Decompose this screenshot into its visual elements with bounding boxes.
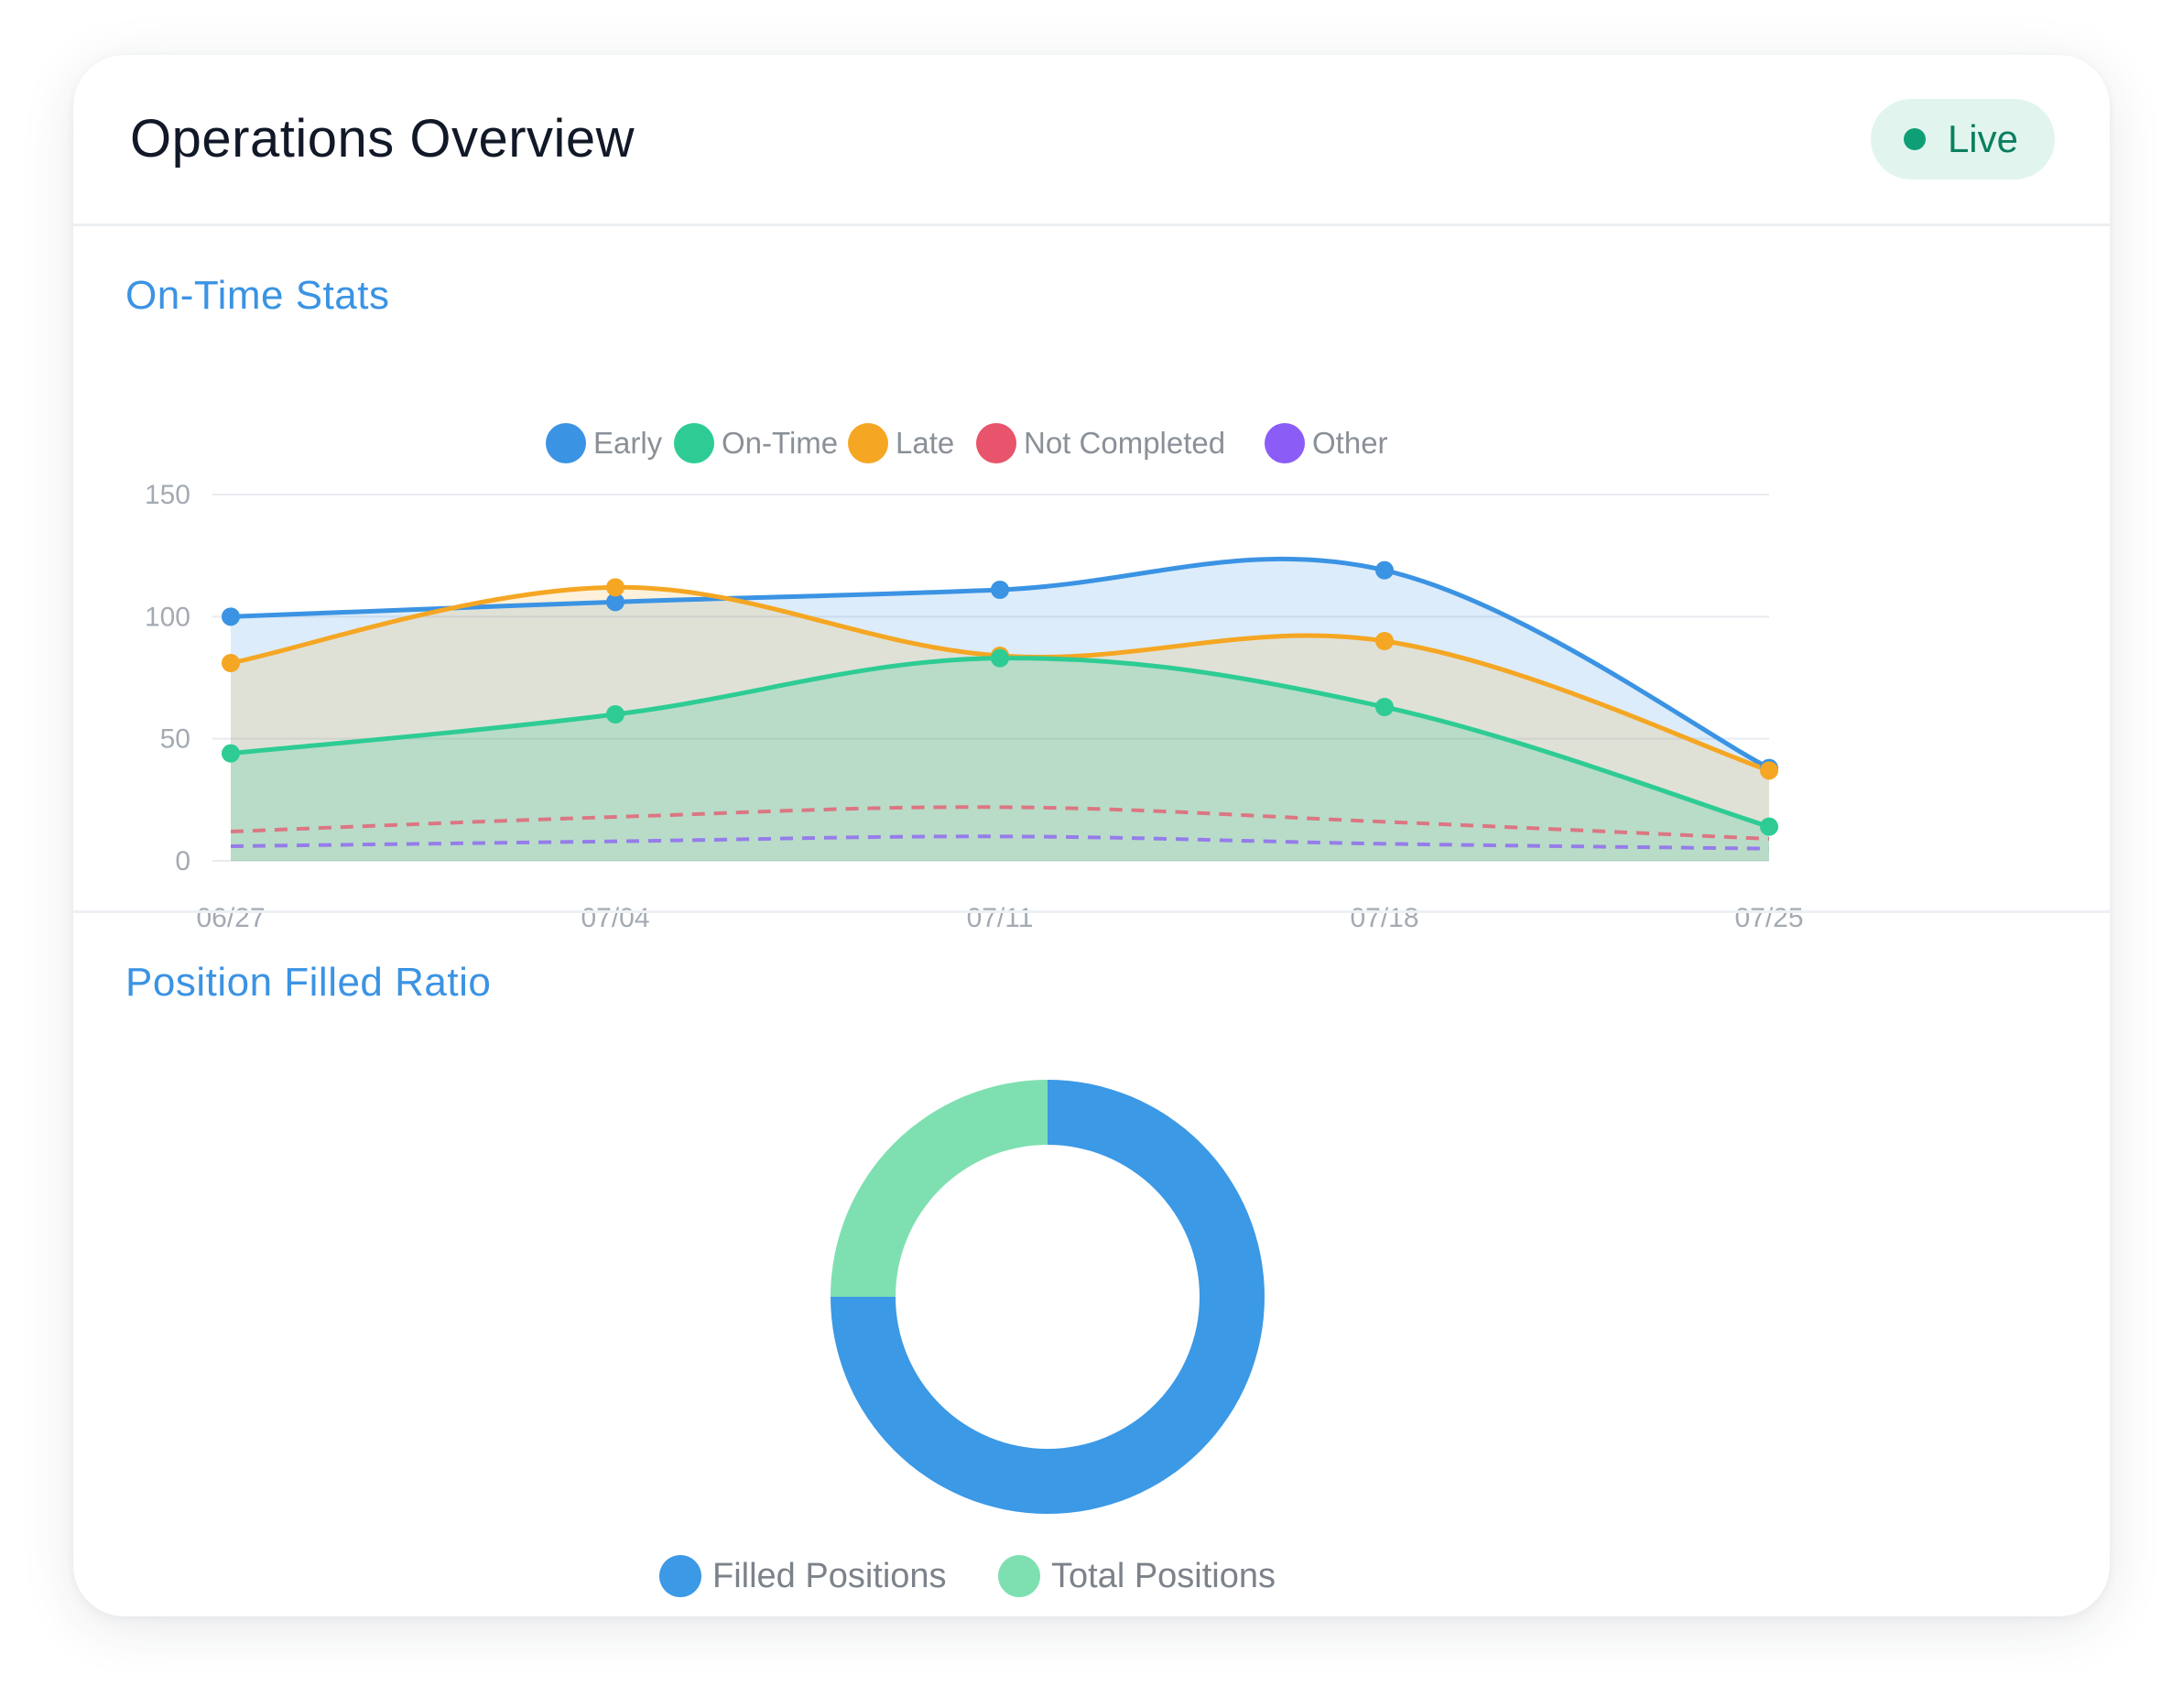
donut-slice-total-positions[interactable]: [831, 1080, 1048, 1297]
point-early[interactable]: [606, 593, 624, 612]
position-filled-ratio-title: Position Filled Ratio: [125, 960, 492, 1005]
point-late[interactable]: [222, 654, 240, 672]
point-early[interactable]: [1375, 560, 1394, 580]
area-late: [231, 587, 1769, 861]
x-tick-label: 06/27: [196, 903, 265, 933]
x-tick-label: 07/25: [1734, 903, 1803, 933]
page-title: Operations Overview: [130, 109, 635, 169]
legend-item-other[interactable]: Other: [1265, 423, 1388, 463]
legend-label-not-completed: Not Completed: [1024, 426, 1225, 460]
live-status-text: Live: [1947, 117, 2018, 160]
legend-swatch-early: [546, 423, 586, 463]
donut-slice-filled-positions[interactable]: [831, 1080, 1265, 1514]
point-early[interactable]: [222, 607, 240, 626]
legend-swatch-not-completed: [976, 423, 1016, 463]
point-early[interactable]: [991, 581, 1009, 599]
line-not-completed: [230, 805, 1770, 841]
live-status-badge: Live: [1870, 99, 2055, 180]
section-divider: [73, 910, 2110, 913]
y-tick-label: 100: [145, 602, 190, 632]
point-on-time[interactable]: [606, 705, 624, 723]
x-tick-label: 07/18: [1350, 903, 1418, 933]
y-tick-label: 150: [145, 480, 190, 510]
line-other: [230, 834, 1770, 851]
legend-item-late[interactable]: Late: [848, 423, 954, 463]
position-filled-ratio-chart: Filled Positions Total Positions: [659, 1080, 1276, 1597]
legend-item-filled-positions[interactable]: Filled Positions: [659, 1555, 947, 1597]
ontime-stats-title: On-Time Stats: [125, 273, 390, 318]
legend-item-on-time[interactable]: On-Time: [674, 423, 838, 463]
legend-item-total-positions[interactable]: Total Positions: [998, 1555, 1276, 1597]
legend-label-on-time: On-Time: [722, 426, 838, 460]
operations-card: Operations Overview Live On-Time Stats E…: [73, 55, 2110, 1616]
point-late[interactable]: [1760, 761, 1778, 780]
point-on-time[interactable]: [991, 648, 1009, 668]
legend-label-total-positions: Total Positions: [1051, 1557, 1276, 1595]
legend-label-other: Other: [1312, 426, 1388, 460]
point-on-time[interactable]: [1760, 817, 1778, 836]
x-tick-label: 07/11: [967, 903, 1034, 933]
x-tick-label: 07/04: [581, 903, 649, 933]
y-tick-label: 50: [160, 724, 190, 755]
y-tick-label: 0: [175, 846, 190, 876]
live-dot-icon: [1903, 128, 1926, 150]
legend-label-late: Late: [896, 426, 954, 460]
point-on-time[interactable]: [222, 744, 240, 763]
legend-label-filled-positions: Filled Positions: [712, 1557, 947, 1595]
legend-swatch-on-time: [674, 423, 714, 463]
legend-swatch-other: [1265, 423, 1305, 463]
legend-swatch-total-positions: [998, 1555, 1040, 1597]
legend-label-early: Early: [593, 426, 663, 460]
point-on-time[interactable]: [1375, 698, 1394, 716]
point-late[interactable]: [1375, 632, 1394, 650]
legend-item-not-completed[interactable]: Not Completed: [976, 423, 1225, 463]
ontime-stats-chart: Early On-Time Late Not Completed Other 0 50 10…: [145, 423, 1804, 933]
legend-item-early[interactable]: Early: [546, 423, 663, 463]
legend-swatch-filled-positions: [659, 1555, 701, 1597]
card-header: Operations Overview Live: [73, 55, 2110, 226]
legend-swatch-late: [848, 423, 888, 463]
point-late[interactable]: [606, 578, 624, 597]
